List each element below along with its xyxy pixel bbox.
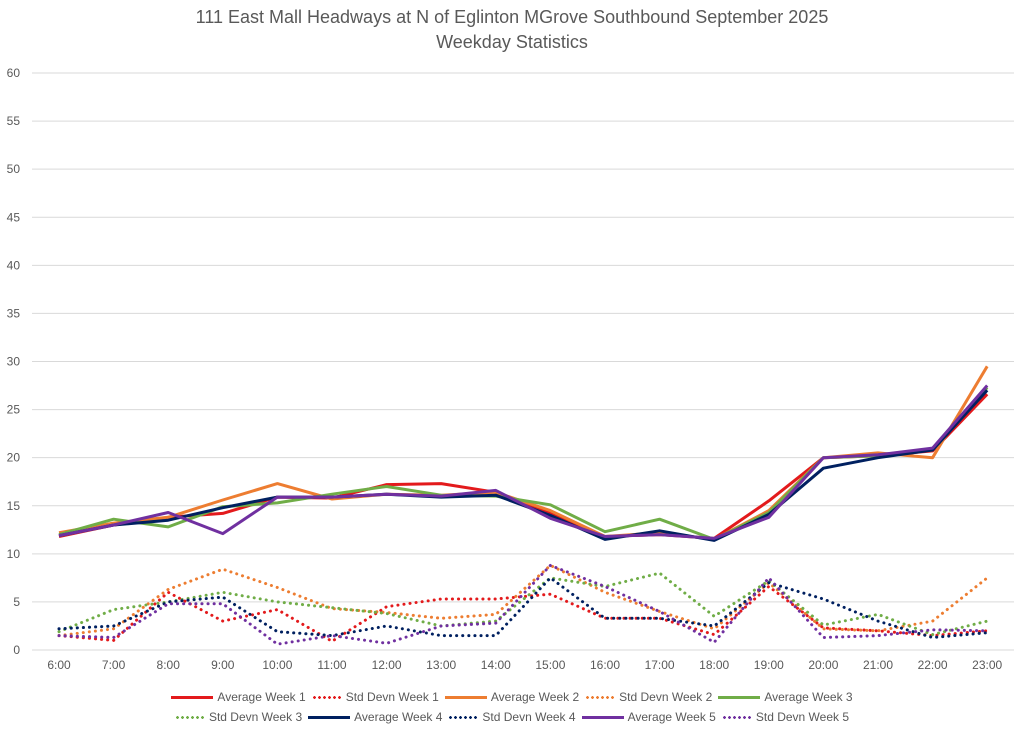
legend-item: Average Week 1 <box>171 690 306 704</box>
y-tick-label: 10 <box>7 547 21 561</box>
x-tick-label: 6:00 <box>47 658 71 672</box>
legend-label: Average Week 1 <box>217 690 306 704</box>
legend-item: Std Devn Week 1 <box>311 690 439 704</box>
x-tick-label: 23:00 <box>972 658 1002 672</box>
series-line-average-week-4 <box>58 389 989 542</box>
x-tick-label: 12:00 <box>372 658 402 672</box>
x-tick-label: 18:00 <box>699 658 729 672</box>
chart-title: 111 East Mall Headways at N of Eglinton … <box>195 7 829 27</box>
x-tick-label: 9:00 <box>211 658 235 672</box>
legend-row-2: Std Devn Week 3 Average Week 4 Std Devn We… <box>0 710 1024 724</box>
legend-label: Std Devn Week 2 <box>619 690 713 704</box>
y-tick-label: 15 <box>7 499 21 513</box>
chart-subtitle: Weekday Statistics <box>436 32 588 52</box>
x-tick-label: 10:00 <box>262 658 292 672</box>
legend-item: Std Devn Week 5 <box>721 710 850 724</box>
series-line-average-week-5 <box>58 384 989 540</box>
x-tick-label: 19:00 <box>754 658 784 672</box>
x-tick-label: 7:00 <box>102 658 126 672</box>
legend-swatch <box>171 695 214 699</box>
series-line-std-devn-week-3 <box>57 571 989 637</box>
x-tick-label: 14:00 <box>481 658 511 672</box>
y-tick-label: 30 <box>7 355 21 369</box>
plot-area: 0 5 10 15 20 25 30 35 40 45 50 55 60 6:00 7:00 8:00 9:00… <box>7 66 1014 672</box>
x-tick-label: 15:00 <box>535 658 565 672</box>
series-line-std-devn-week-2 <box>57 563 989 638</box>
x-tick-label: 11:00 <box>317 658 346 672</box>
x-tick-label: 17:00 <box>645 658 675 672</box>
legend-label: Std Devn Week 4 <box>482 710 576 724</box>
y-tick-label: 60 <box>7 66 21 80</box>
legend-item: Average Week 2 <box>444 690 580 704</box>
y-tick-label: 55 <box>7 114 21 128</box>
legend-label: Average Week 4 <box>354 710 443 724</box>
x-tick-label: 22:00 <box>918 658 948 672</box>
y-tick-label: 45 <box>7 210 21 224</box>
legend-swatch <box>581 715 624 719</box>
legend-label: Average Week 5 <box>627 710 716 724</box>
x-tick-label: 16:00 <box>590 658 620 672</box>
legend-item: Average Week 3 <box>718 690 853 704</box>
legend-item: Average Week 4 <box>308 710 442 724</box>
x-tick-label: 13:00 <box>426 658 456 672</box>
legend-label: Std Devn Week 3 <box>208 710 303 724</box>
y-tick-label: 35 <box>7 306 21 320</box>
y-tick-label: 20 <box>7 451 21 465</box>
x-tick-label: 20:00 <box>808 658 838 672</box>
legend-label: Average Week 2 <box>490 690 580 704</box>
legend-item: Std Devn Week 3 <box>174 710 303 724</box>
series-line-std-devn-week-4 <box>57 576 989 639</box>
y-tick-label: 40 <box>7 258 21 272</box>
legend-label: Std Devn Week 5 <box>755 710 850 724</box>
legend-swatch <box>174 715 205 719</box>
y-tick-label: 5 <box>13 595 20 609</box>
x-tick-label: 21:00 <box>863 658 893 672</box>
series-line-std-devn-week-1 <box>57 585 989 643</box>
legend-item: Std Devn Week 4 <box>448 710 576 724</box>
legend-swatch <box>311 695 342 699</box>
y-tick-label: 50 <box>7 162 21 176</box>
legend-swatch <box>721 715 752 719</box>
legend-item: Average Week 5 <box>581 710 716 724</box>
legend-swatch <box>585 695 616 699</box>
legend-item: Std Devn Week 2 <box>585 690 712 704</box>
legend-swatch <box>444 695 487 699</box>
legend-label: Std Devn Week 1 <box>345 690 439 704</box>
legend-swatch <box>308 715 351 719</box>
series-line-std-devn-week-5 <box>57 563 989 646</box>
y-tick-label: 0 <box>13 643 20 657</box>
legend-row-1: Average Week 1 Std Devn Week 1 Average Wee… <box>0 690 1024 704</box>
legend-swatch <box>718 695 761 699</box>
legend-swatch <box>448 715 479 719</box>
legend-label: Average Week 3 <box>764 690 853 704</box>
x-tick-label: 8:00 <box>157 658 181 672</box>
y-tick-label: 25 <box>7 403 21 417</box>
